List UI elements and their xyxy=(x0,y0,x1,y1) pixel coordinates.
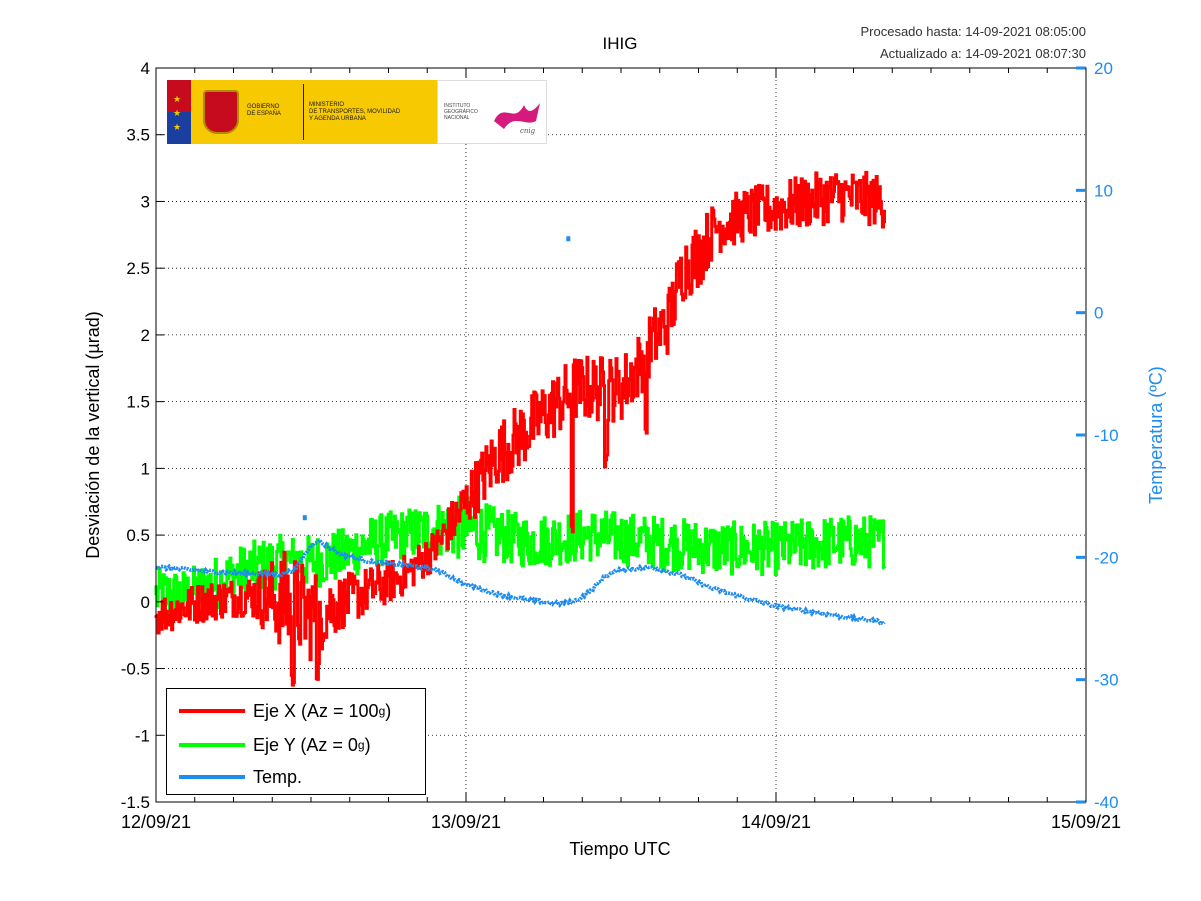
y2-tick-label: -40 xyxy=(1094,793,1119,812)
updated-at-text: Actualizado a: 14-09-2021 08:07:30 xyxy=(880,46,1086,61)
legend-swatch-y xyxy=(179,743,245,747)
processed-until-text: Procesado hasta: 14-09-2021 08:05:00 xyxy=(860,24,1086,39)
legend-item-y: Eje Y (Az = 0 g) xyxy=(179,731,371,759)
chart-ticks: -1.5 -1 -0.5 0 0.5 1 1.5 2 2.5 3 3.5 4 -40 -30 -20 -10 0… xyxy=(121,59,1121,832)
chart-series-layer xyxy=(154,170,886,687)
y-tick-label: 0.5 xyxy=(126,526,150,545)
coat-of-arms-icon xyxy=(203,90,239,134)
legend-label-y: Eje Y (Az = 0 xyxy=(253,734,358,755)
legend-item-x: Eje X (Az = 100 g) xyxy=(179,697,391,725)
y2-tick-label: 0 xyxy=(1094,304,1103,323)
y-tick-label: -1.5 xyxy=(121,793,150,812)
y2-tick-label: -10 xyxy=(1094,426,1119,445)
chart-legend: Eje X (Az = 100 g) Eje Y (Az = 0 g) Temp. xyxy=(166,688,426,795)
x-axis-label: Tiempo UTC xyxy=(569,839,670,859)
legend-label-temp: Temp. xyxy=(253,766,303,787)
x-tick-label: 14/09/21 xyxy=(741,812,811,832)
legend-label-x: Eje X (Az = 100 xyxy=(253,700,379,721)
legend-suffix-x: ) xyxy=(385,700,392,721)
government-block: GOBIERNO DE ESPAÑA MINISTERIO DE TRANSPO… xyxy=(191,80,437,144)
legend-suffix-y: ) xyxy=(364,734,371,755)
ministry-line-3: Y AGENDA URBANA xyxy=(309,116,366,122)
institution-logo: ★ ★ ★ GOBIERNO DE ESPAÑA MINISTERIO DE T… xyxy=(167,80,547,144)
ign-logo-icon: cnig xyxy=(494,103,540,135)
y-tick-label: 2.5 xyxy=(126,259,150,278)
legend-sup-y: g xyxy=(357,738,365,752)
y-tick-label: 2 xyxy=(141,326,150,345)
y2-tick-label: 20 xyxy=(1094,59,1113,78)
ign-block: INSTITUTO GEOGRÁFICO NACIONAL cnig xyxy=(437,80,547,144)
series-temp-line xyxy=(155,537,886,627)
y-tick-label: 3.5 xyxy=(126,126,150,145)
ministry-line-1: MINISTERIO xyxy=(309,102,345,108)
y-tick-label: 0 xyxy=(141,593,150,612)
x-tick-label: 15/09/21 xyxy=(1051,812,1121,832)
y2-axis-label: Temperatura (ºC) xyxy=(1146,366,1166,504)
gov-line-1: GOBIERNO xyxy=(247,104,280,110)
series-temp-point xyxy=(302,515,307,521)
x-tick-label: 12/09/21 xyxy=(121,812,191,832)
ministry-line-2: DE TRANSPORTES, MOVILIDAD xyxy=(309,109,401,115)
y-tick-label: 4 xyxy=(141,59,150,78)
y2-tick-label: -20 xyxy=(1094,548,1119,567)
series-temp-point xyxy=(566,236,571,242)
chart-title: IHIG xyxy=(602,34,638,53)
y2-tick-label: 10 xyxy=(1094,181,1113,200)
y-tick-label: 1 xyxy=(141,459,150,478)
svg-text:cnig: cnig xyxy=(520,127,536,135)
legend-swatch-x xyxy=(179,709,245,713)
y-tick-label: 1.5 xyxy=(126,393,150,412)
y-tick-label: -0.5 xyxy=(121,660,150,679)
x-tick-label: 13/09/21 xyxy=(431,812,501,832)
series-eje-y-line xyxy=(154,495,886,618)
ign-line-2: GEOGRÁFICO xyxy=(444,109,478,115)
legend-sup-x: g xyxy=(378,704,386,718)
y-tick-label: 3 xyxy=(141,192,150,211)
ign-line-1: INSTITUTO xyxy=(444,103,471,109)
y2-tick-label: -30 xyxy=(1094,671,1119,690)
legend-item-temp: Temp. xyxy=(179,763,302,791)
gov-line-2: DE ESPAÑA xyxy=(247,111,281,117)
y-tick-label: -1 xyxy=(135,726,150,745)
y-axis-label: Desviación de la vertical (µrad) xyxy=(83,311,103,558)
series-eje-x-line xyxy=(154,170,886,687)
legend-swatch-temp xyxy=(179,775,245,779)
flag-emblem-icon: ★ ★ ★ xyxy=(167,80,191,144)
ign-line-3: NACIONAL xyxy=(444,115,470,121)
